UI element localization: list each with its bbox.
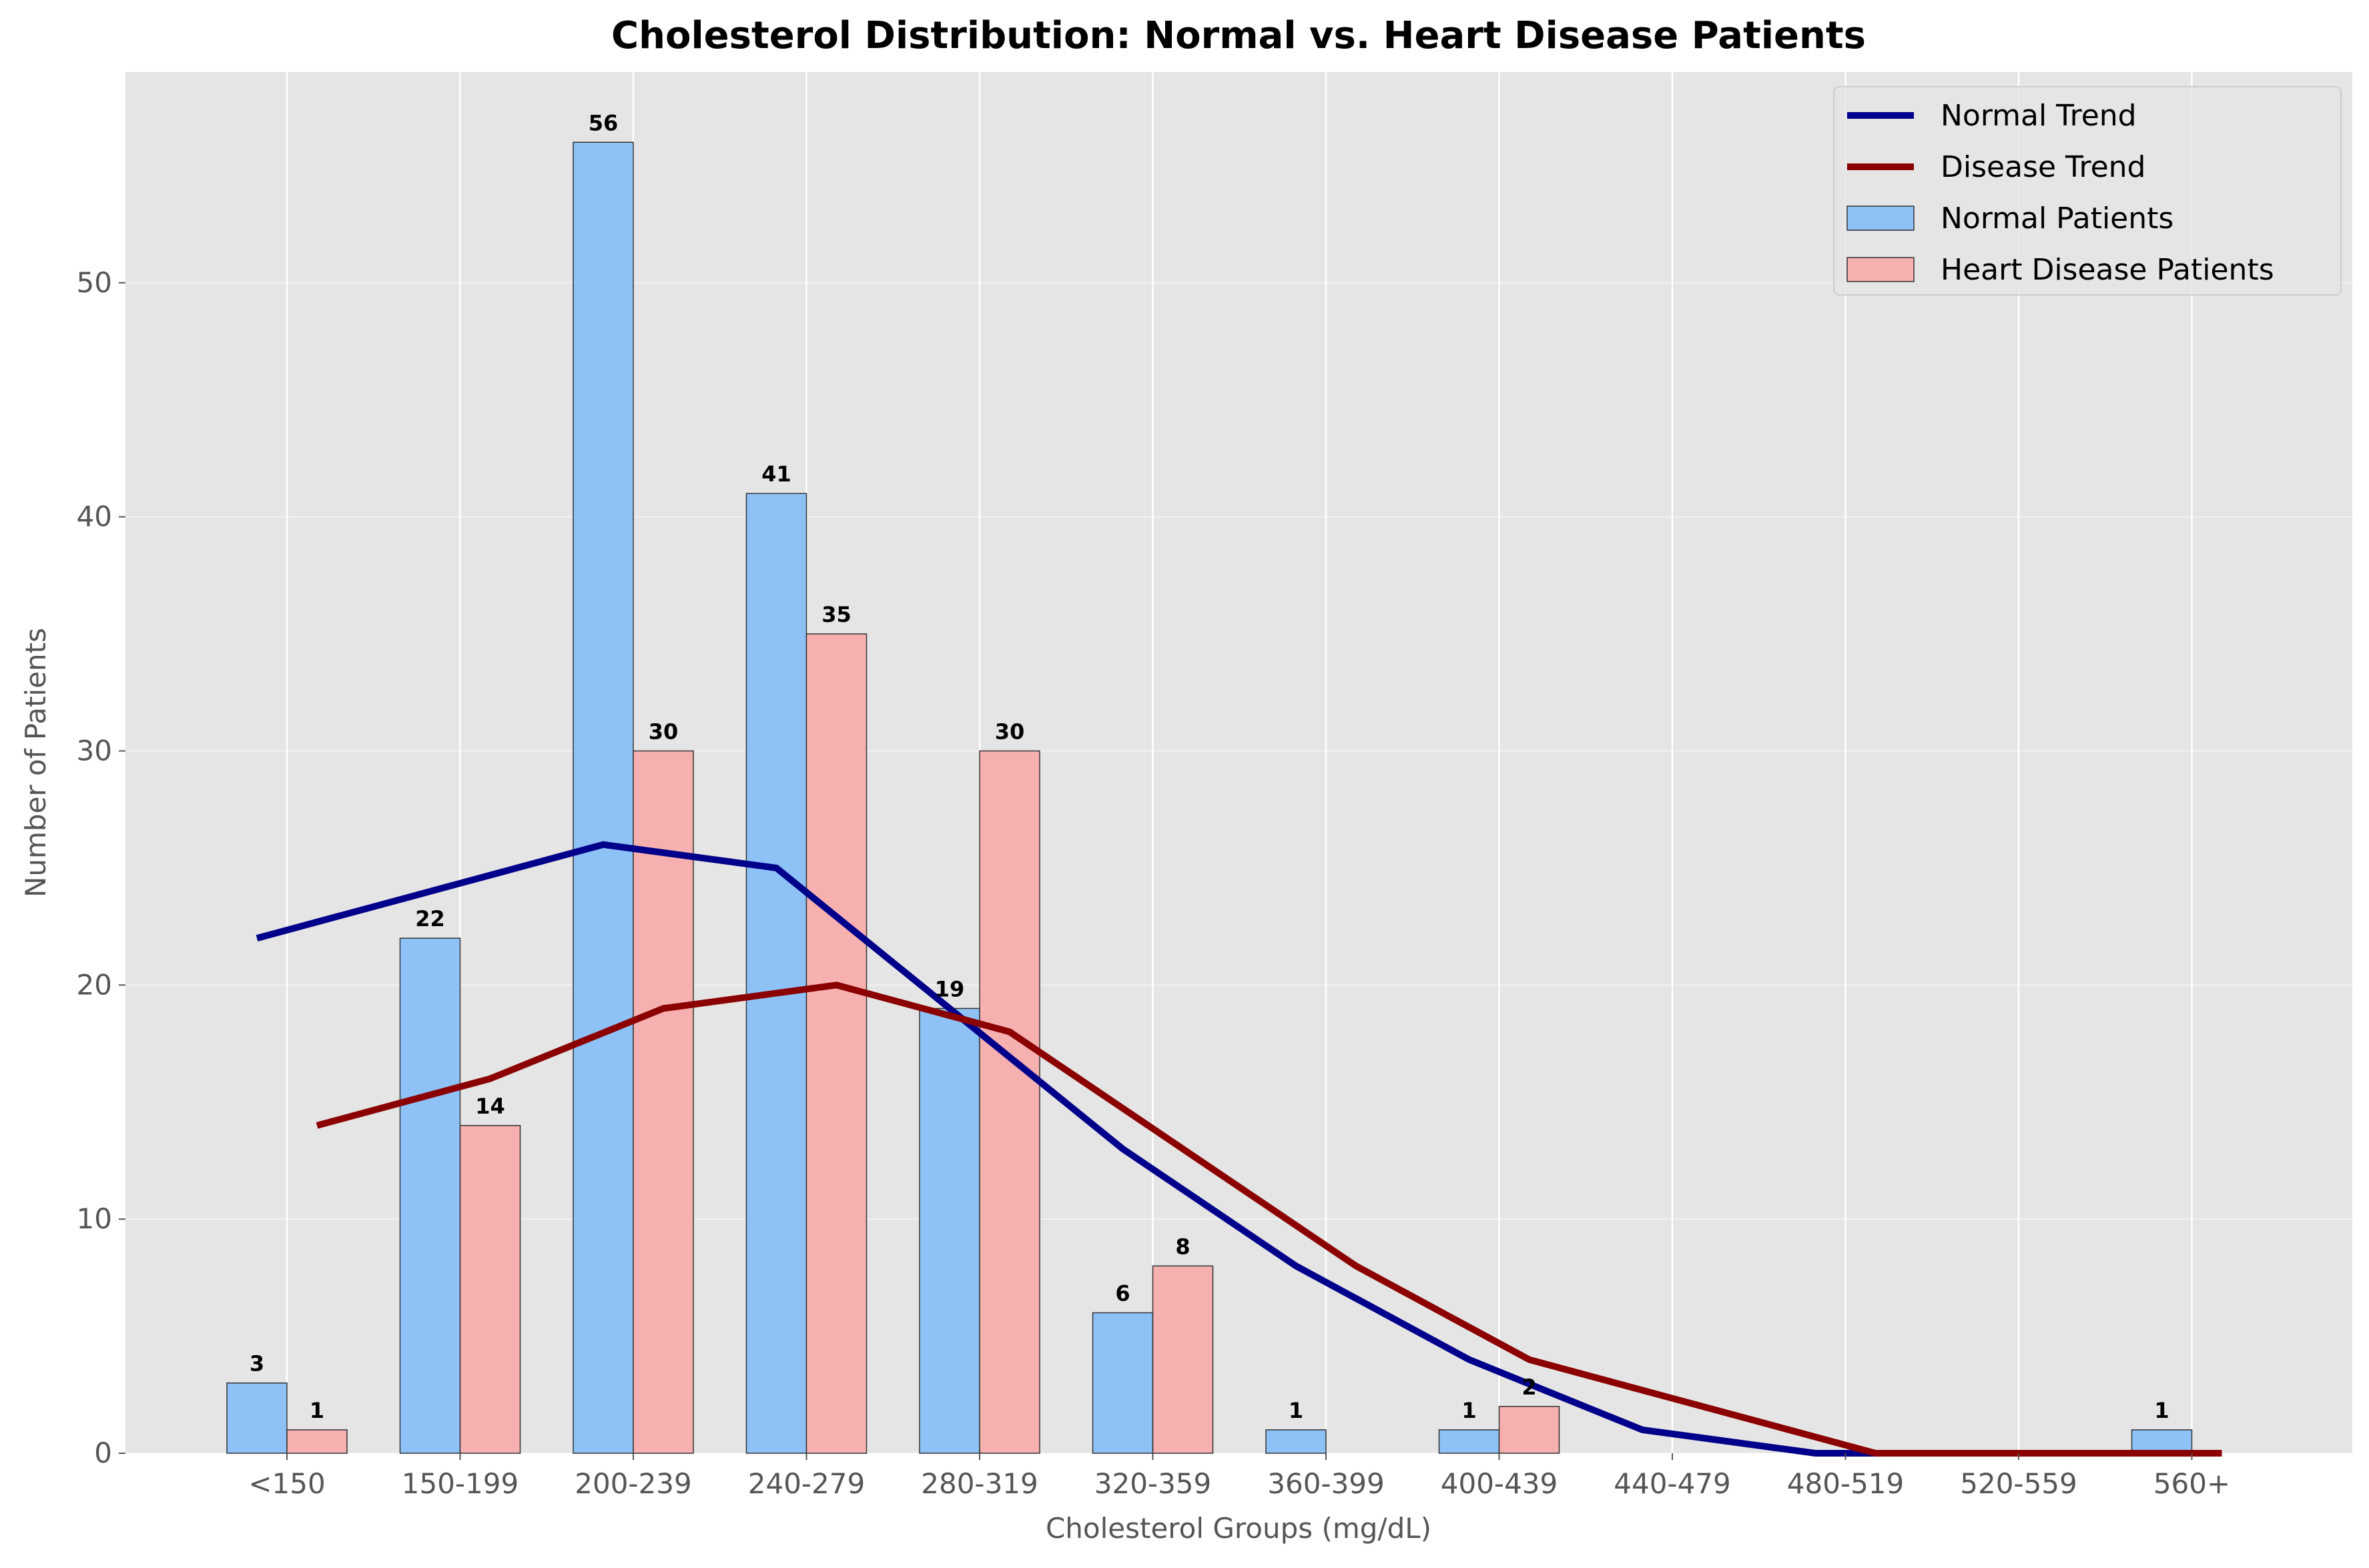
bar-disease bbox=[286, 1429, 348, 1454]
x-tick-label: 400-439 bbox=[1441, 1467, 1558, 1500]
data-label: 30 bbox=[649, 719, 679, 744]
y-tick-label: 0 bbox=[94, 1437, 112, 1469]
x-tick-label: 280-319 bbox=[921, 1467, 1038, 1500]
data-label: 3 bbox=[250, 1351, 264, 1377]
bar-disease bbox=[459, 1125, 521, 1454]
bar-disease bbox=[633, 750, 694, 1454]
data-label: 19 bbox=[935, 976, 965, 1002]
y-axis-label: Number of Patients bbox=[19, 628, 52, 897]
y-tick-label: 40 bbox=[77, 500, 112, 533]
bar-disease bbox=[805, 633, 868, 1454]
x-tick-label: 480-519 bbox=[1787, 1467, 1905, 1500]
data-label: 41 bbox=[761, 462, 791, 487]
legend-label: Normal Trend bbox=[1941, 99, 2137, 133]
x-tick-label: 240-279 bbox=[748, 1467, 866, 1500]
x-tick-label: 520-559 bbox=[1960, 1467, 2077, 1500]
legend-label: Heart Disease Patients bbox=[1941, 253, 2274, 287]
bar-normal bbox=[573, 141, 634, 1454]
disease-trend-line bbox=[316, 982, 2222, 1457]
x-tick-label: 360-399 bbox=[1267, 1467, 1385, 1500]
chart-title: Cholesterol Distribution: Normal vs. Hea… bbox=[611, 14, 1866, 57]
data-label: 8 bbox=[1175, 1234, 1190, 1259]
bar-normal bbox=[399, 937, 461, 1454]
data-label: 14 bbox=[475, 1094, 505, 1119]
legend-box bbox=[1833, 86, 2342, 296]
data-label: 1 bbox=[2154, 1398, 2169, 1423]
x-tick-label: 320-359 bbox=[1094, 1467, 1212, 1500]
data-label: 1 bbox=[1461, 1398, 1476, 1423]
bar-disease bbox=[1498, 1406, 1560, 1454]
bar-disease bbox=[1152, 1265, 1214, 1454]
x-axis-label: Cholesterol Groups (mg/dL) bbox=[1046, 1512, 1431, 1545]
bar-disease bbox=[979, 750, 1040, 1454]
legend-label: Normal Patients bbox=[1941, 202, 2173, 236]
y-tick-label: 20 bbox=[77, 968, 112, 1001]
x-tick-label: 560+ bbox=[2153, 1467, 2230, 1500]
bars bbox=[226, 141, 2193, 1454]
x-tick-label: 150-199 bbox=[402, 1467, 519, 1500]
trend-lines bbox=[256, 841, 2222, 1457]
y-tick-label: 10 bbox=[77, 1202, 112, 1235]
data-label: 1 bbox=[1289, 1398, 1303, 1423]
legend-bar-swatch bbox=[1846, 257, 1915, 282]
y-axis-ticks: 0 10 20 30 40 50 bbox=[77, 266, 125, 1469]
data-label: 35 bbox=[821, 602, 852, 627]
bar-normal bbox=[1092, 1312, 1154, 1454]
data-label: 30 bbox=[995, 719, 1025, 744]
y-tick-label: 30 bbox=[77, 734, 112, 767]
x-tick-label: <150 bbox=[248, 1467, 325, 1500]
x-tick-label: 200-239 bbox=[575, 1467, 692, 1500]
data-label: 56 bbox=[589, 110, 619, 135]
x-tick-label: 440-479 bbox=[1614, 1467, 1731, 1500]
bar-normal bbox=[919, 1008, 980, 1454]
legend: Normal Trend Disease Trend Normal Patients… bbox=[1833, 86, 2342, 296]
data-labels: 3 22 56 41 19 6 1 1 1 1 14 30 35 30 8 2 bbox=[250, 110, 2169, 1423]
bar-normal bbox=[1265, 1429, 1327, 1454]
bar-normal bbox=[2131, 1429, 2193, 1454]
data-label: 2 bbox=[1521, 1375, 1536, 1400]
bar-normal bbox=[226, 1382, 288, 1454]
y-tick-label: 50 bbox=[77, 266, 112, 299]
legend-bar-swatch bbox=[1846, 206, 1915, 231]
bar-normal bbox=[1438, 1429, 1500, 1454]
data-label: 1 bbox=[310, 1398, 324, 1423]
data-label: 22 bbox=[415, 906, 445, 931]
legend-label: Disease Trend bbox=[1941, 150, 2145, 184]
normal-trend-line bbox=[256, 841, 2162, 1457]
x-axis-ticks: <150 150-199 200-239 240-279 280-319 320-359 3… bbox=[248, 1453, 2230, 1500]
bar-normal bbox=[745, 492, 807, 1454]
data-label: 6 bbox=[1115, 1280, 1130, 1306]
